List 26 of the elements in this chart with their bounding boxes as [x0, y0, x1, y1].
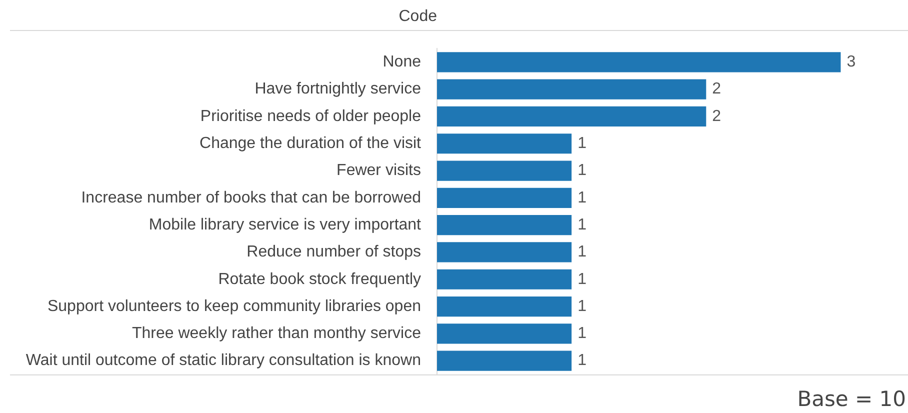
data-label: 1 — [578, 270, 587, 288]
text: Base = 10 — [797, 387, 906, 411]
y-tick-label: Prioritise needs of older people — [200, 108, 422, 125]
data-label: 1 — [578, 189, 587, 206]
y-tick-label: Three weekly rather than monthy service — [132, 325, 422, 342]
y-tick-label: Increase number of books that can be borrowed — [81, 189, 421, 206]
data-label: 3 — [846, 54, 856, 71]
data-label: 1 — [578, 298, 587, 315]
y-tick-label: Change the duration of the visit — [200, 135, 422, 152]
y-tick-label: Support volunteers to keep community libraries open — [47, 298, 421, 315]
data-label: 1 — [578, 352, 587, 370]
y-tick-label: Fewer visits — [336, 162, 421, 180]
data-label: 1 — [578, 162, 587, 180]
data-label: 2 — [712, 108, 722, 125]
data-label: 1 — [578, 325, 587, 342]
data-label: 1 — [578, 216, 587, 234]
y-axis-title: Code — [398, 8, 437, 26]
y-tick-label: None — [382, 54, 422, 71]
y-tick-label: Reduce number of stops — [246, 244, 421, 261]
y-tick-label: Mobile library service is very important — [148, 216, 422, 234]
y-tick-label: Wait until outcome of static library consultation is known — [26, 352, 421, 370]
data-label: 1 — [578, 135, 587, 152]
y-tick-label: Have fortnightly service — [254, 80, 422, 98]
data-label: 2 — [712, 80, 722, 98]
data-label: 1 — [578, 244, 587, 261]
y-tick-label: Rotate book stock frequently — [218, 270, 421, 288]
